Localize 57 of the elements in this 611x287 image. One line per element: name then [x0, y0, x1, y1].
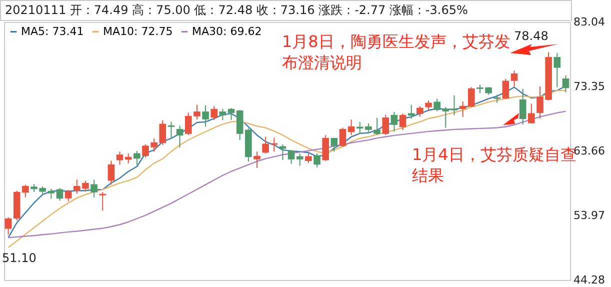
candlestick — [562, 75, 570, 93]
candlestick — [4, 216, 12, 236]
candlestick — [519, 88, 526, 126]
candlestick — [254, 151, 260, 169]
candlestick — [159, 120, 166, 146]
candlestick — [450, 94, 458, 116]
candlestick — [236, 109, 244, 141]
candlestick — [116, 151, 124, 166]
legend-label: MA30: 69.62 — [192, 24, 262, 38]
candlestick — [442, 106, 450, 128]
candlestick — [382, 114, 390, 136]
candlestick — [339, 127, 346, 148]
legend-label: MA10: 72.75 — [103, 24, 173, 38]
candlestick — [390, 111, 398, 132]
candlestick — [168, 121, 175, 139]
annotation: 78.48 — [514, 29, 550, 43]
candlestick — [56, 188, 64, 202]
candlestick — [134, 150, 140, 166]
candlestick — [510, 70, 518, 87]
annotation: 51.10 — [2, 251, 38, 265]
candlestick — [322, 134, 329, 162]
candlestick — [468, 86, 475, 108]
annotation: 1月4日，艾芬质疑自查结果 — [412, 144, 576, 186]
candlestick — [202, 104, 209, 128]
candlestick — [425, 100, 432, 111]
candlestick — [348, 119, 355, 136]
y-tick-label: 63.66 — [574, 144, 605, 158]
candlestick — [399, 113, 406, 131]
candlestick — [408, 104, 415, 120]
candlestick — [416, 106, 424, 118]
annotation: 1月8日，陶勇医生发声，艾芬发布澄清说明 — [282, 31, 512, 73]
candlestick — [228, 108, 235, 121]
candlestick — [296, 152, 304, 166]
candlestick — [528, 103, 535, 124]
candlestick — [502, 78, 510, 100]
candlestick — [64, 190, 72, 202]
candlestick — [99, 192, 106, 212]
candlestick — [434, 98, 440, 112]
candlestick — [108, 160, 115, 186]
candlestick — [124, 152, 132, 164]
chart-title: 20210111 开：74.49 高：75.00 低：72.48 收：73.16 涨跌：-2.77 涨幅：-3.65% — [0, 0, 572, 21]
candlestick — [48, 188, 55, 200]
candlestick — [288, 149, 295, 164]
y-tick-label: 53.97 — [574, 209, 605, 222]
candlestick — [554, 52, 561, 88]
candlestick — [176, 125, 184, 148]
candlestick — [210, 106, 218, 121]
candlestick — [90, 179, 98, 198]
y-tick-label: 83.04 — [574, 16, 605, 28]
y-tick-label: 73.35 — [574, 80, 605, 93]
candlestick — [330, 137, 338, 152]
candlestick — [305, 152, 312, 164]
candlestick — [459, 100, 466, 118]
candlestick — [314, 152, 320, 168]
candlestick — [219, 108, 226, 121]
legend-label: MA5: 73.41 — [21, 24, 84, 38]
y-tick-label: 44.28 — [574, 274, 605, 286]
